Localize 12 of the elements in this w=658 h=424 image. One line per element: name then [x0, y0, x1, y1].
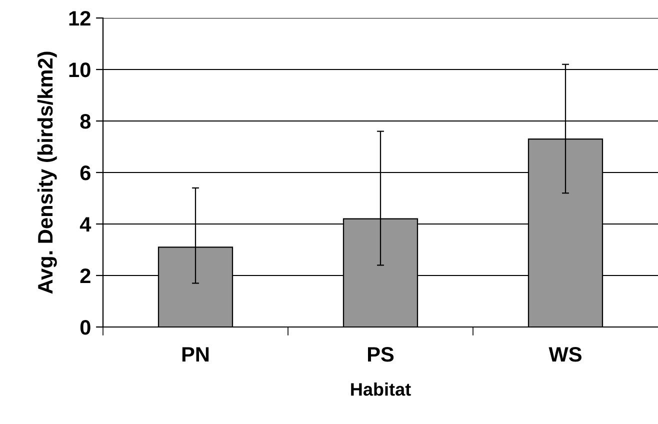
y-tick-label: 8	[80, 114, 91, 129]
y-tick-label: 6	[80, 166, 90, 180]
y-tick-label: 4	[80, 217, 92, 232]
x-axis-title: Habitat	[351, 382, 411, 396]
y-tick-label: 2	[80, 268, 90, 284]
y-tick-label: 12	[69, 11, 90, 26]
x-tick-label: PS	[368, 346, 394, 362]
y-axis-title: Avg. Density (birds/km2)	[37, 52, 57, 294]
x-tick-label: WS	[548, 346, 582, 362]
y-tick-label: 0	[80, 320, 90, 335]
x-tick-label: PN	[182, 347, 209, 362]
y-tick-label: 10	[69, 62, 90, 78]
